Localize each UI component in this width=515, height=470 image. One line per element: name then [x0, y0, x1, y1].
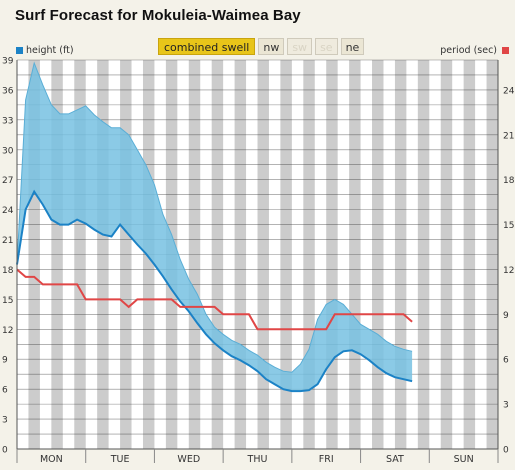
day-label: FRI	[319, 454, 334, 465]
height-legend-label: height (ft)	[26, 45, 74, 56]
left-tick-label: 21	[2, 236, 13, 246]
height-range-area	[17, 63, 413, 392]
tab-combined-swell[interactable]: combined swell	[158, 38, 256, 55]
left-tick-label: 30	[2, 146, 14, 156]
period-legend-swatch	[502, 47, 509, 54]
left-tick-label: 33	[2, 116, 13, 126]
right-tick-label: 3	[503, 401, 509, 411]
right-tick-label: 21	[503, 131, 514, 141]
day-label: SAT	[386, 454, 404, 465]
height-legend-swatch	[16, 47, 23, 54]
swell-tabs: combined swell nw sw se ne	[158, 38, 367, 55]
left-tick-label: 6	[2, 386, 8, 396]
left-tick-label: 9	[2, 356, 8, 366]
tab-nw[interactable]: nw	[258, 38, 285, 55]
left-tick-label: 0	[2, 446, 8, 456]
left-tick-label: 3	[2, 416, 8, 426]
right-tick-label: 24	[503, 86, 515, 96]
height-high-line	[16, 61, 413, 373]
page-title: Surf Forecast for Mokuleia-Waimea Bay	[15, 7, 301, 24]
right-tick-label: 0	[503, 446, 509, 456]
period-legend-label: period (sec)	[440, 45, 497, 56]
period-legend: period (sec)	[440, 45, 509, 56]
day-label: THU	[247, 454, 268, 465]
left-tick-label: 39	[2, 57, 14, 67]
left-tick-label: 24	[2, 206, 14, 216]
left-tick-label: 36	[2, 86, 14, 96]
left-tick-label: 15	[2, 296, 13, 306]
day-label: WED	[177, 454, 200, 465]
right-tick-label: 6	[503, 356, 509, 366]
day-label: MON	[40, 454, 63, 465]
tab-sw[interactable]: sw	[287, 38, 313, 55]
right-tick-label: 12	[503, 266, 514, 276]
period-line	[16, 268, 413, 331]
left-tick-label: 27	[2, 176, 13, 186]
right-tick-label: 15	[503, 221, 514, 231]
left-tick-label: 12	[2, 326, 13, 336]
tab-se[interactable]: se	[315, 38, 338, 55]
tab-ne[interactable]: ne	[340, 38, 365, 55]
height-legend: height (ft)	[16, 45, 74, 56]
day-label: SUN	[454, 454, 474, 465]
right-tick-label: 9	[503, 311, 509, 321]
right-tick-label: 18	[503, 176, 515, 186]
height-low-line	[16, 189, 413, 393]
left-tick-label: 18	[2, 266, 14, 276]
day-label: TUE	[110, 454, 130, 465]
